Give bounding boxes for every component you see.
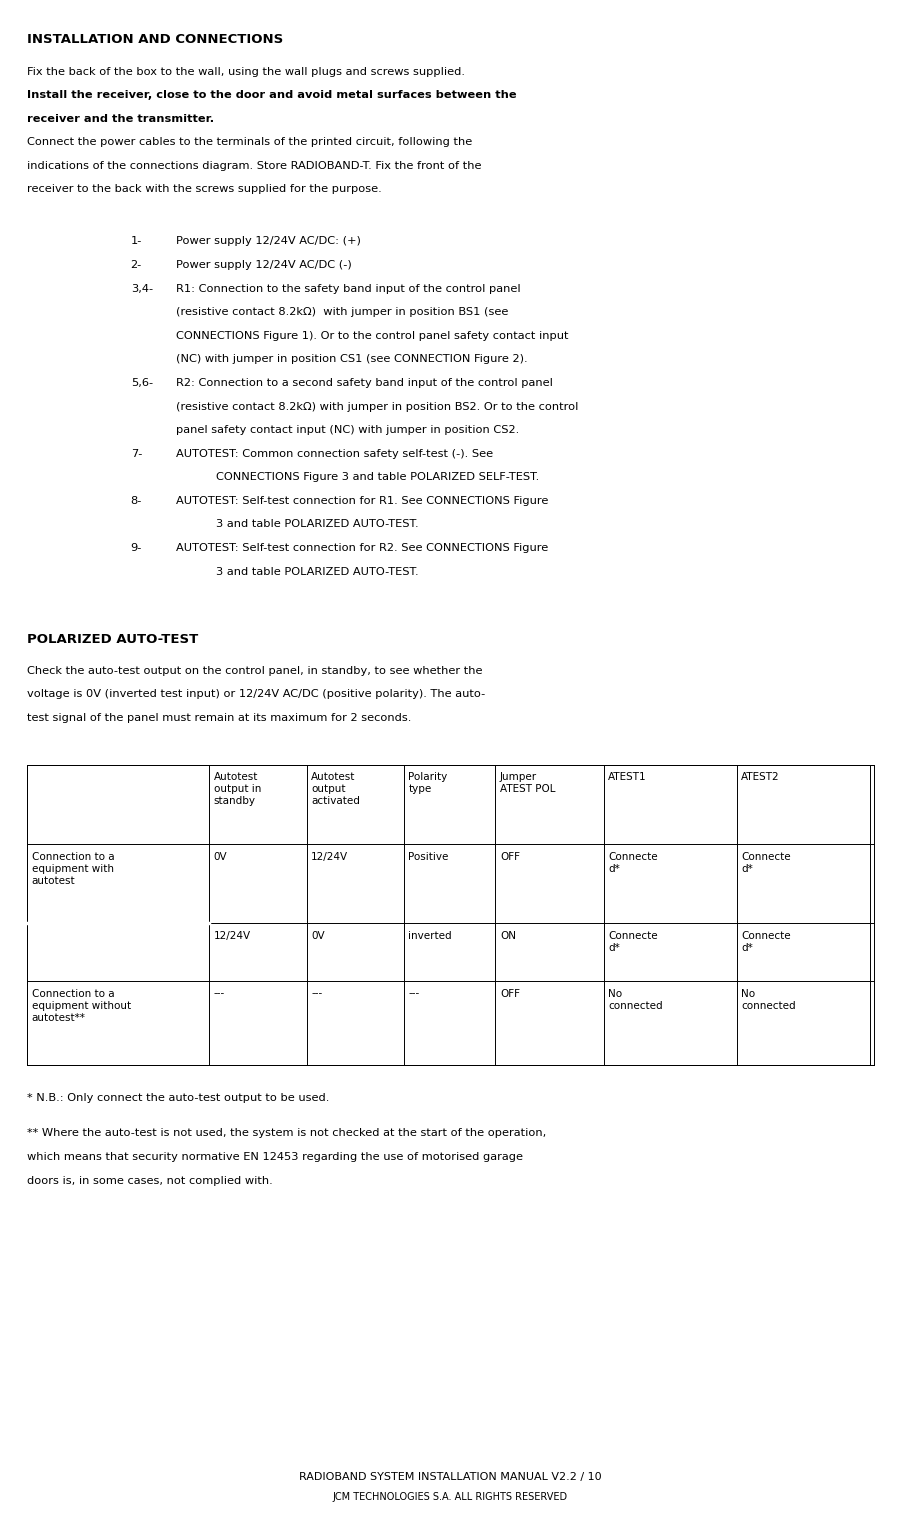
Text: R1: Connection to the safety band input of the control panel: R1: Connection to the safety band input … — [176, 283, 520, 294]
Text: 12/24V: 12/24V — [311, 851, 348, 861]
Text: Connecte
d*: Connecte d* — [608, 930, 658, 953]
Text: 12/24V: 12/24V — [214, 930, 250, 941]
Text: POLARIZED AUTO-TEST: POLARIZED AUTO-TEST — [27, 633, 198, 645]
Text: 3,4-: 3,4- — [131, 283, 153, 294]
Text: AUTOTEST: Self-test connection for R2. See CONNECTIONS Figure: AUTOTEST: Self-test connection for R2. S… — [176, 543, 548, 552]
Text: Fix the back of the box to the wall, using the wall plugs and screws supplied.: Fix the back of the box to the wall, usi… — [27, 67, 465, 76]
Text: Install the receiver, close to the door and avoid metal surfaces between the: Install the receiver, close to the door … — [27, 90, 516, 100]
Text: Jumper
ATEST POL: Jumper ATEST POL — [500, 772, 555, 794]
Text: ---: --- — [311, 988, 323, 998]
Text: 3 and table POLARIZED AUTO-TEST.: 3 and table POLARIZED AUTO-TEST. — [216, 566, 419, 577]
Text: ATEST2: ATEST2 — [742, 772, 780, 782]
Text: CONNECTIONS Figure 3 and table POLARIZED SELF-TEST.: CONNECTIONS Figure 3 and table POLARIZED… — [216, 472, 540, 482]
Text: 5,6-: 5,6- — [131, 377, 153, 388]
Text: Power supply 12/24V AC/DC: (+): Power supply 12/24V AC/DC: (+) — [176, 236, 360, 247]
Text: INSTALLATION AND CONNECTIONS: INSTALLATION AND CONNECTIONS — [27, 33, 283, 47]
Text: (NC) with jumper in position CS1 (see CONNECTION Figure 2).: (NC) with jumper in position CS1 (see CO… — [176, 355, 527, 364]
Text: ATEST1: ATEST1 — [608, 772, 647, 782]
Text: 0V: 0V — [311, 930, 324, 941]
Text: * N.B.: Only connect the auto-test output to be used.: * N.B.: Only connect the auto-test outpu… — [27, 1093, 330, 1103]
Text: inverted: inverted — [408, 930, 452, 941]
Text: 2-: 2- — [131, 260, 141, 269]
Text: ---: --- — [214, 988, 225, 998]
Text: R2: Connection to a second safety band input of the control panel: R2: Connection to a second safety band i… — [176, 377, 552, 388]
Text: (resistive contact 8.2kΩ)  with jumper in position BS1 (see: (resistive contact 8.2kΩ) with jumper in… — [176, 307, 508, 317]
Text: (resistive contact 8.2kΩ) with jumper in position BS2. Or to the control: (resistive contact 8.2kΩ) with jumper in… — [176, 402, 578, 411]
Text: Power supply 12/24V AC/DC (-): Power supply 12/24V AC/DC (-) — [176, 260, 351, 269]
Text: JCM TECHNOLOGIES S.A. ALL RIGHTS RESERVED: JCM TECHNOLOGIES S.A. ALL RIGHTS RESERVE… — [333, 1492, 568, 1502]
Text: 0V: 0V — [214, 851, 227, 861]
Text: Connection to a
equipment with
autotest: Connection to a equipment with autotest — [32, 851, 114, 886]
Text: Positive: Positive — [408, 851, 449, 861]
Text: test signal of the panel must remain at its maximum for 2 seconds.: test signal of the panel must remain at … — [27, 712, 412, 723]
Text: 3 and table POLARIZED AUTO-TEST.: 3 and table POLARIZED AUTO-TEST. — [216, 519, 419, 530]
Text: 1-: 1- — [131, 236, 142, 247]
Text: AUTOTEST: Self-test connection for R1. See CONNECTIONS Figure: AUTOTEST: Self-test connection for R1. S… — [176, 496, 548, 505]
Text: Polarity
type: Polarity type — [408, 772, 448, 794]
Text: Autotest
output
activated: Autotest output activated — [311, 772, 359, 807]
Text: Autotest
output in
standby: Autotest output in standby — [214, 772, 261, 807]
Text: which means that security normative EN 12453 regarding the use of motorised gara: which means that security normative EN 1… — [27, 1152, 523, 1161]
Text: ON: ON — [500, 930, 516, 941]
Text: Connect the power cables to the terminals of the printed circuit, following the: Connect the power cables to the terminal… — [27, 137, 472, 148]
Text: CONNECTIONS Figure 1). Or to the control panel safety contact input: CONNECTIONS Figure 1). Or to the control… — [176, 330, 569, 341]
Text: 9-: 9- — [131, 543, 142, 552]
Text: No
connected: No connected — [742, 988, 796, 1011]
Text: AUTOTEST: Common connection safety self-test (-). See: AUTOTEST: Common connection safety self-… — [176, 449, 493, 458]
Text: indications of the connections diagram. Store RADIOBAND-T. Fix the front of the: indications of the connections diagram. … — [27, 161, 481, 170]
Text: panel safety contact input (NC) with jumper in position CS2.: panel safety contact input (NC) with jum… — [176, 425, 519, 435]
Text: receiver and the transmitter.: receiver and the transmitter. — [27, 114, 214, 123]
Text: OFF: OFF — [500, 851, 520, 861]
Text: Connecte
d*: Connecte d* — [742, 930, 791, 953]
Text: ** Where the auto-test is not used, the system is not checked at the start of th: ** Where the auto-test is not used, the … — [27, 1128, 546, 1138]
Text: Connecte
d*: Connecte d* — [742, 851, 791, 874]
Text: No
connected: No connected — [608, 988, 663, 1011]
Text: Connection to a
equipment without
autotest**: Connection to a equipment without autote… — [32, 988, 131, 1023]
Text: ---: --- — [408, 988, 420, 998]
Text: voltage is 0V (inverted test input) or 12/24V AC/DC (positive polarity). The aut: voltage is 0V (inverted test input) or 1… — [27, 689, 486, 699]
Bar — [27, 764, 874, 1064]
Text: OFF: OFF — [500, 988, 520, 998]
Text: receiver to the back with the screws supplied for the purpose.: receiver to the back with the screws sup… — [27, 184, 382, 195]
Text: Check the auto-test output on the control panel, in standby, to see whether the: Check the auto-test output on the contro… — [27, 665, 483, 676]
Text: Connecte
d*: Connecte d* — [608, 851, 658, 874]
Text: RADIOBAND SYSTEM INSTALLATION MANUAL V2.2 / 10: RADIOBAND SYSTEM INSTALLATION MANUAL V2.… — [299, 1472, 602, 1482]
Text: doors is, in some cases, not complied with.: doors is, in some cases, not complied wi… — [27, 1175, 273, 1186]
Text: 7-: 7- — [131, 449, 142, 458]
Text: 8-: 8- — [131, 496, 142, 505]
